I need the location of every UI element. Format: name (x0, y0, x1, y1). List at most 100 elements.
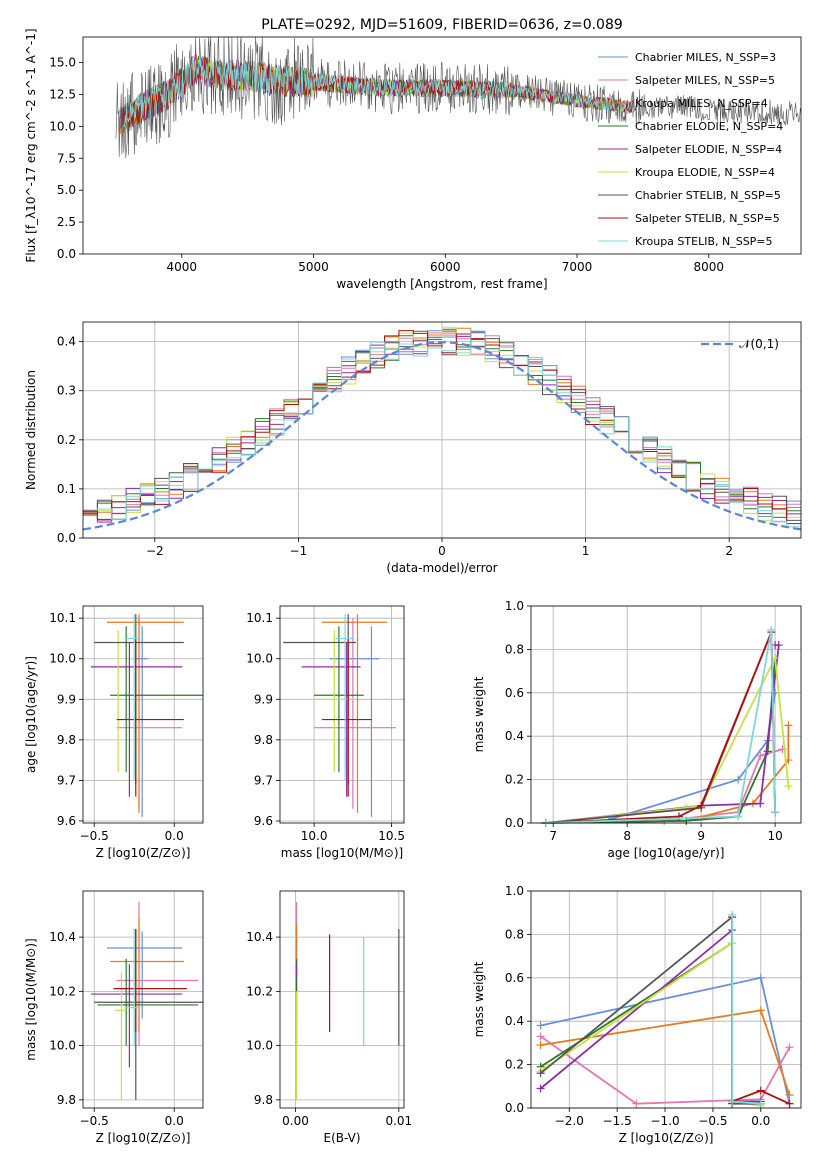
x-tick-label: 8 (623, 829, 631, 843)
x-tick-label: 7000 (562, 260, 593, 274)
x-axis-label: (data-model)/error (386, 561, 497, 575)
y-tick-label: 12.5 (49, 87, 76, 101)
spectrum-line (115, 37, 801, 159)
y-tick-label: 0.2 (57, 433, 76, 447)
weight-line (612, 692, 776, 820)
x-tick-label: 1 (582, 544, 590, 558)
x-axis-label: Z [log10(Z/Z⊙)] (96, 846, 191, 860)
y-tick-label: 1.0 (505, 599, 524, 613)
y-tick-label: 0.0 (57, 531, 76, 545)
x-tick-label: 4000 (167, 260, 198, 274)
legend-label: Kroupa MILES, N_SSP=4 (635, 97, 768, 110)
y-tick-label: 7.5 (57, 151, 76, 165)
x-tick-label: 2 (725, 544, 733, 558)
y-tick-label: 9.6 (57, 814, 76, 828)
errorbar-point (91, 964, 183, 1068)
y-tick-label: 0.6 (505, 971, 524, 985)
legend-label: Chabrier MILES, N_SSP=3 (635, 51, 776, 64)
weight-line (545, 629, 776, 824)
axes: −0.5 0.0 9.8 10.0 10.2 10.4 Z [log10(Z/Z⊙)] mas… (24, 890, 204, 1145)
errorbar-point (321, 638, 372, 797)
y-tick-label: 0.3 (57, 384, 76, 398)
weight-marker (756, 1086, 765, 1095)
y-tick-label: 10.2 (49, 984, 76, 998)
age-vs-metallicity-panel: −0.5 0.0 9.6 9.7 9.8 9.9 10.0 10.1 Z [log10(Z/Z⊙… (24, 605, 204, 860)
x-axis-label: wavelength [Angstrom, rest frame] (336, 277, 547, 291)
x-tick-label: 0.00 (282, 1114, 309, 1128)
weight-marker (756, 1099, 765, 1108)
axes: −0.5 0.0 9.6 9.7 9.8 9.9 10.0 10.1 Z [log10(Z/Z⊙… (24, 605, 204, 860)
weight-series (541, 654, 780, 827)
weight-marker (632, 1099, 641, 1108)
errorbar-point (314, 630, 356, 773)
x-tick-label: 6000 (430, 260, 461, 274)
plot-content (83, 322, 801, 539)
errorbar-point (113, 928, 187, 1033)
x-tick-label: 5000 (298, 260, 329, 274)
y-tick-label: 0.4 (505, 729, 524, 743)
x-tick-label: 0.0 (751, 1114, 770, 1128)
axes-frame (82, 605, 204, 824)
errorbar-point (94, 928, 203, 1100)
legend: 𝒩(0,1) (701, 337, 779, 351)
errorbar-point (110, 626, 203, 773)
legend-label: Kroupa ELODIE, N_SSP=4 (635, 166, 775, 179)
x-axis-label: E(B-V) (323, 1131, 360, 1145)
y-tick-label: 9.7 (57, 773, 76, 787)
legend-label: Kroupa STELIB, N_SSP=5 (635, 235, 773, 248)
y-tick-label: 9.9 (254, 692, 273, 706)
weight-marker (767, 625, 776, 634)
axes-frame (279, 605, 405, 824)
y-axis-label: mass weight (472, 961, 486, 1037)
y-tick-label: 0.6 (505, 686, 524, 700)
x-tick-label: 0.0 (165, 1114, 184, 1128)
x-tick-label: 10.5 (378, 829, 405, 843)
weight-series (536, 939, 765, 1110)
y-tick-label: 0.0 (505, 1101, 524, 1115)
y-tick-label: 10.0 (246, 652, 273, 666)
plot-content (280, 606, 404, 823)
errorbar-point (110, 630, 123, 773)
weight-marker (756, 751, 765, 760)
x-tick-label: −0.5 (80, 829, 109, 843)
y-tick-label: 0.2 (505, 1058, 524, 1072)
x-tick-label: −2 (146, 544, 164, 558)
axes: 10.0 10.5 9.6 9.7 9.8 9.9 10.0 10.1 mass [log10(… (246, 605, 405, 860)
errorbar-point (314, 618, 397, 809)
errorbar-point (135, 626, 149, 817)
histogram-steps (83, 326, 801, 531)
weight-marker (756, 799, 765, 808)
spectrum-panel: 4000 5000 6000 7000 8000 0.0 2.5 5.0 7.5 10.0 12.5… (24, 17, 802, 291)
y-tick-label: 1.0 (505, 884, 524, 898)
x-axis-label: Z [log10(Z/Z⊙)] (619, 1131, 714, 1145)
x-tick-label: 0.0 (165, 829, 184, 843)
y-tick-label: 9.8 (254, 733, 273, 747)
y-tick-label: 9.8 (57, 1093, 76, 1107)
y-tick-label: 10.2 (246, 984, 273, 998)
weight-series (536, 1006, 794, 1099)
errorbar-point (107, 614, 184, 813)
y-axis-label: mass [log10(M/M⊙)] (24, 938, 38, 1060)
legend-label: 𝒩(0,1) (739, 337, 779, 351)
plot-content (280, 891, 404, 1108)
legend-label: Salpeter MILES, N_SSP=5 (635, 74, 775, 87)
weight-marker (536, 1084, 545, 1093)
y-tick-label: 10.0 (49, 652, 76, 666)
weight-line (540, 1035, 791, 1105)
legend-label: Salpeter ELODIE, N_SSP=4 (635, 143, 782, 156)
y-tick-label: 0.8 (505, 927, 524, 941)
y-tick-label: 0.1 (57, 482, 76, 496)
x-axis-label: mass [log10(M/M⊙)] (281, 846, 403, 860)
weight-marker (697, 801, 706, 810)
axes-frame (279, 890, 405, 1109)
axes-frame (530, 605, 802, 824)
y-tick-label: 9.7 (254, 773, 273, 787)
spectrum-line (123, 56, 635, 127)
x-axis-label: age [log10(age/yr)] (608, 846, 725, 860)
weight-marker (756, 973, 765, 982)
axes-frame (530, 890, 802, 1109)
x-tick-label: 9 (697, 829, 705, 843)
axes-frame (82, 321, 802, 539)
y-tick-label: 0.4 (505, 1014, 524, 1028)
